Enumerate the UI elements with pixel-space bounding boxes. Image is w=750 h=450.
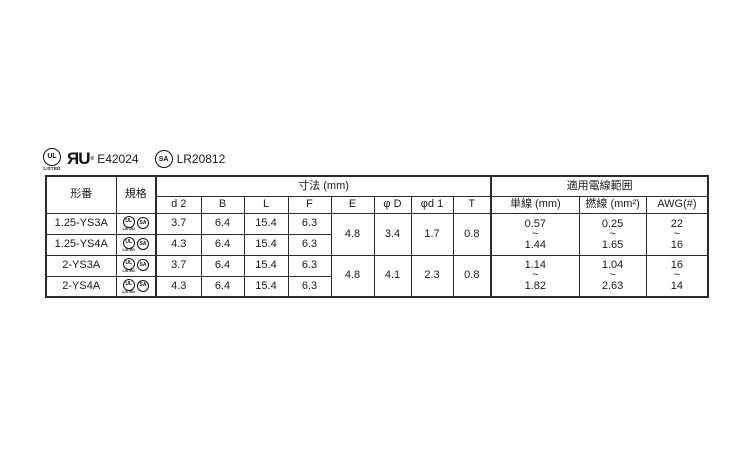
standard-cell: UL LISTED SA — [115, 212, 157, 235]
table-row: 1.25-YS4A UL LISTED SA 4.3 6.4 15.4 6.3 — [45, 233, 708, 256]
L-cell: 15.4 — [243, 233, 289, 256]
model-cell: 1.25-YS3A — [45, 212, 117, 235]
F-cell: 6.3 — [287, 275, 332, 298]
col-header-d2: d 2 — [155, 195, 202, 214]
col-header-model: 形番 — [45, 175, 117, 214]
col-header-L: L — [243, 195, 289, 214]
B-cell: 6.4 — [200, 212, 245, 235]
csa-mark-icon: SA — [136, 238, 149, 251]
ul-listed-circle-icon: UL — [122, 236, 135, 249]
single-wire-range-cell: 0.57 ~ 1.44 — [490, 212, 580, 256]
phid1-cell: 1.7 — [410, 212, 454, 256]
ul-listed-label: LISTED — [122, 268, 135, 273]
group-header-dimensions: 寸法 (mm) — [154, 175, 492, 197]
B-cell: 6.4 — [200, 254, 245, 277]
F-cell: 6.3 — [287, 212, 332, 235]
ul-recognized-icon: ЯU — [67, 149, 90, 168]
registered-symbol: ® — [90, 156, 95, 162]
table-row: 1.25-YS3A UL LISTED SA 3.7 6.4 15.4 6.3 … — [45, 212, 709, 256]
stranded-wire-range-cell: 1.04 ~ 2.63 — [578, 254, 647, 298]
single-wire-range-cell: 1.14 ~ 1.82 — [490, 254, 580, 298]
d2-cell: 4.3 — [155, 233, 202, 256]
col-header-B: B — [200, 195, 245, 214]
E-cell: 4.8 — [330, 212, 375, 256]
ul-listed-circle-icon: UL — [122, 215, 135, 228]
standard-cell: UL LISTED SA — [115, 233, 157, 256]
ul-listed-label: LISTED — [122, 226, 135, 231]
col-header-T: T — [452, 195, 492, 214]
table-row: 2-YS3A UL LISTED SA 3.7 6.4 15.4 6.3 4.8… — [45, 254, 709, 298]
ul-listed-label: LISTED — [122, 247, 135, 252]
ul-listed-label: LISTED — [43, 165, 61, 171]
ul-listed-mark: UL LISTED — [43, 147, 61, 171]
model-cell: 1.25-YS4A — [45, 233, 117, 256]
d2-cell: 3.7 — [155, 254, 202, 277]
ul-listed-circle-icon: UL — [122, 278, 135, 291]
csa-mark-icon: SA — [154, 150, 173, 168]
spec-table: 形番 規格 寸法 (mm) 適用電線範囲 d 2 B L F E φ D φd … — [45, 175, 710, 298]
ul-listed-circle-icon: UL — [43, 147, 61, 166]
phiD-cell: 4.1 — [373, 254, 412, 298]
L-cell: 15.4 — [243, 275, 289, 298]
standard-cell: UL LISTED SA — [115, 275, 157, 298]
ul-listed-mark: UL LISTED — [122, 278, 135, 294]
T-cell: 0.8 — [452, 254, 492, 298]
group-header-wire-range: 適用電線範囲 — [490, 175, 709, 197]
F-cell: 6.3 — [287, 233, 332, 256]
T-cell: 0.8 — [452, 212, 492, 256]
awg-range-cell: 16 ~ 14 — [645, 254, 709, 298]
col-header-stranded-wire: 撚線 (mm²) — [578, 195, 647, 214]
phid1-cell: 2.3 — [410, 254, 454, 298]
ul-listed-mark: UL LISTED — [122, 215, 135, 231]
table-row: 2-YS4A UL LISTED SA 4.3 6.4 15.4 6.3 — [45, 275, 708, 298]
L-cell: 15.4 — [243, 254, 289, 277]
model-cell: 2-YS3A — [45, 254, 117, 277]
certification-line: UL LISTED ЯU ® E42024 SA LR20812 — [43, 146, 225, 172]
ul-listed-mark: UL LISTED — [122, 236, 135, 252]
ul-listed-label: LISTED — [122, 289, 135, 294]
col-header-single-wire: 単線 (mm) — [490, 195, 580, 214]
ul-listed-mark: UL LISTED — [122, 257, 135, 273]
ul-listed-circle-icon: UL — [122, 257, 135, 270]
E-cell: 4.8 — [330, 254, 375, 298]
B-cell: 6.4 — [200, 233, 245, 256]
ul-file-number: E42024 — [97, 152, 139, 166]
col-header-phiD: φ D — [373, 195, 412, 214]
csa-file-number: LR20812 — [176, 152, 226, 166]
csa-mark-icon: SA — [136, 259, 149, 272]
col-header-F: F — [287, 195, 332, 214]
standard-cell: UL LISTED SA — [115, 254, 157, 277]
B-cell: 6.4 — [200, 275, 245, 298]
csa-mark-icon: SA — [136, 280, 149, 293]
col-header-standard: 規格 — [115, 175, 157, 214]
stranded-wire-range-cell: 0.25 ~ 1.65 — [578, 212, 647, 256]
d2-cell: 4.3 — [155, 275, 202, 298]
d2-cell: 3.7 — [155, 212, 202, 235]
col-header-phid1: φd 1 — [410, 195, 454, 214]
F-cell: 6.3 — [287, 254, 332, 277]
model-cell: 2-YS4A — [45, 275, 117, 298]
awg-range-cell: 22 ~ 16 — [645, 212, 709, 256]
csa-mark-icon: SA — [136, 217, 149, 230]
col-header-awg: AWG(#) — [645, 195, 709, 214]
col-header-E: E — [330, 195, 375, 214]
L-cell: 15.4 — [243, 212, 289, 235]
phiD-cell: 3.4 — [373, 212, 412, 256]
